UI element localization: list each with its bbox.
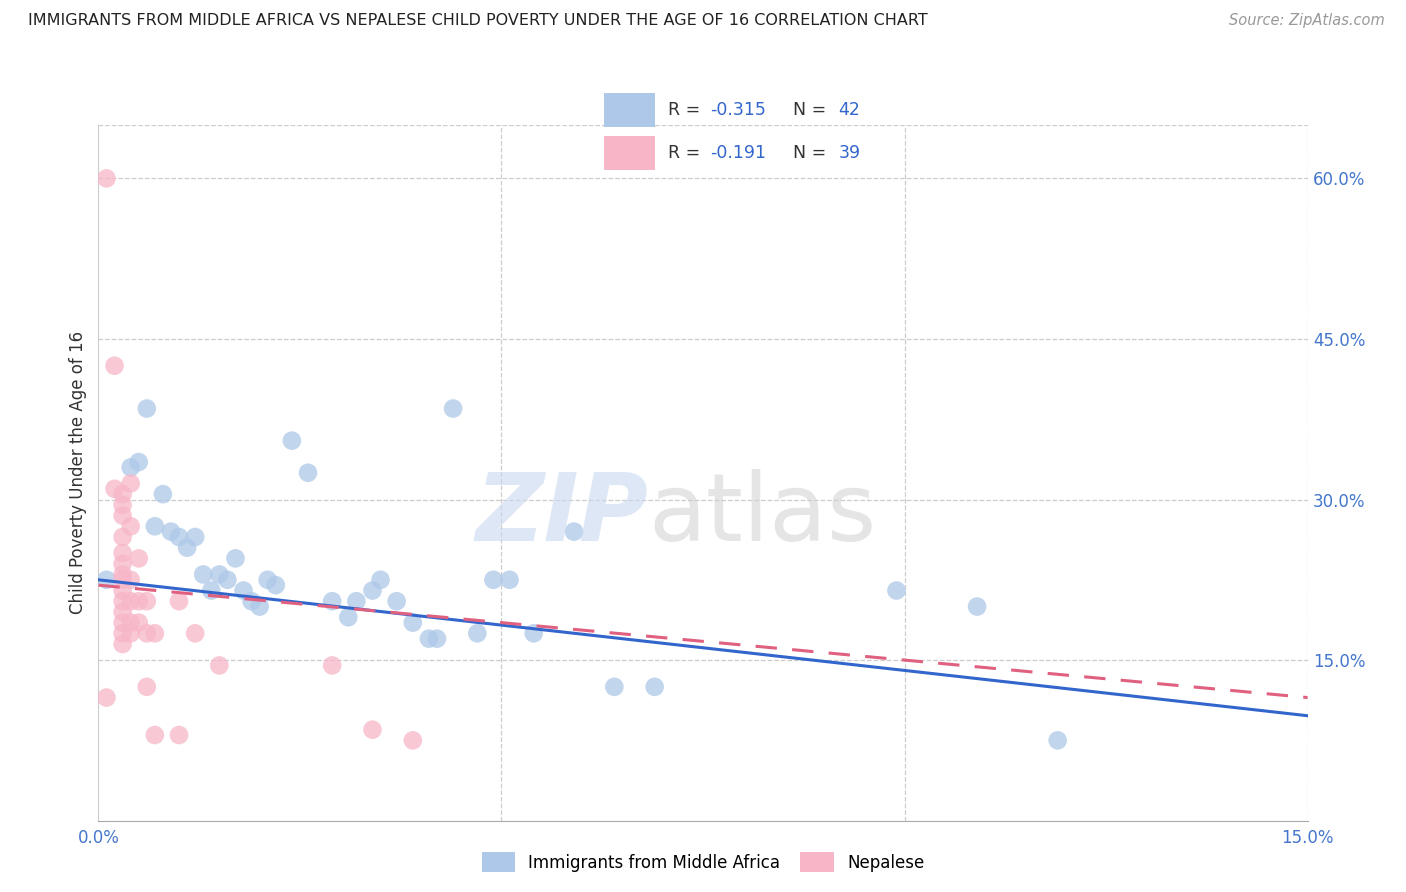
Point	[128, 594, 150, 608]
Point	[644, 680, 666, 694]
Text: atlas: atlas	[648, 468, 877, 560]
Point	[418, 632, 440, 646]
Point	[256, 573, 278, 587]
Text: 42: 42	[838, 102, 860, 120]
Point	[111, 567, 134, 582]
Point	[603, 680, 626, 694]
Point	[128, 615, 150, 630]
Point	[176, 541, 198, 555]
Point	[103, 482, 125, 496]
Point	[523, 626, 546, 640]
Point	[498, 573, 520, 587]
Point	[135, 680, 157, 694]
Point	[111, 626, 134, 640]
Point	[208, 567, 231, 582]
Point	[111, 557, 134, 571]
Bar	[605, 136, 655, 170]
Point	[111, 637, 134, 651]
Point	[402, 733, 425, 747]
Text: R =: R =	[668, 144, 706, 161]
Point	[1046, 733, 1069, 747]
Point	[135, 626, 157, 640]
Text: IMMIGRANTS FROM MIDDLE AFRICA VS NEPALESE CHILD POVERTY UNDER THE AGE OF 16 CORR: IMMIGRANTS FROM MIDDLE AFRICA VS NEPALES…	[28, 13, 928, 29]
Point	[96, 171, 118, 186]
Point	[143, 626, 166, 640]
Point	[240, 594, 263, 608]
Point	[143, 519, 166, 533]
Point	[167, 594, 190, 608]
Point	[966, 599, 988, 614]
Point	[441, 401, 464, 416]
Point	[193, 567, 215, 582]
Point	[111, 605, 134, 619]
Point	[465, 626, 488, 640]
Point	[482, 573, 505, 587]
Point	[249, 599, 271, 614]
Text: 39: 39	[838, 144, 860, 161]
Point	[217, 573, 239, 587]
Point	[562, 524, 585, 539]
Point	[224, 551, 246, 566]
Point	[111, 583, 134, 598]
Point	[426, 632, 449, 646]
Point	[321, 658, 343, 673]
Point	[370, 573, 392, 587]
Point	[96, 573, 118, 587]
Y-axis label: Child Poverty Under the Age of 16: Child Poverty Under the Age of 16	[69, 331, 87, 615]
Point	[120, 626, 142, 640]
Point	[344, 594, 367, 608]
Point	[111, 508, 134, 523]
Point	[111, 594, 134, 608]
Point	[232, 583, 254, 598]
Point	[184, 626, 207, 640]
Point	[281, 434, 304, 448]
Text: N =: N =	[793, 144, 832, 161]
Text: R =: R =	[668, 102, 706, 120]
Point	[361, 583, 384, 598]
Text: N =: N =	[793, 102, 832, 120]
Point	[120, 594, 142, 608]
Point	[111, 487, 134, 501]
Point	[208, 658, 231, 673]
Point	[120, 476, 142, 491]
Point	[385, 594, 408, 608]
Point	[264, 578, 287, 592]
Point	[120, 615, 142, 630]
Text: Source: ZipAtlas.com: Source: ZipAtlas.com	[1229, 13, 1385, 29]
Point	[297, 466, 319, 480]
Point	[120, 519, 142, 533]
Point	[96, 690, 118, 705]
Text: ZIP: ZIP	[475, 468, 648, 560]
Point	[135, 594, 157, 608]
Point	[321, 594, 343, 608]
Point	[135, 401, 157, 416]
Point	[886, 583, 908, 598]
Point	[167, 530, 190, 544]
Point	[111, 573, 134, 587]
Point	[128, 551, 150, 566]
Text: -0.191: -0.191	[710, 144, 766, 161]
Point	[200, 583, 222, 598]
Point	[337, 610, 360, 624]
Point	[111, 530, 134, 544]
Point	[111, 546, 134, 560]
Legend: Immigrants from Middle Africa, Nepalese: Immigrants from Middle Africa, Nepalese	[475, 846, 931, 879]
Point	[184, 530, 207, 544]
Point	[152, 487, 174, 501]
Point	[160, 524, 183, 539]
Point	[402, 615, 425, 630]
Text: -0.315: -0.315	[710, 102, 766, 120]
Point	[143, 728, 166, 742]
Point	[103, 359, 125, 373]
Point	[361, 723, 384, 737]
Bar	[605, 93, 655, 127]
Point	[120, 573, 142, 587]
Point	[120, 460, 142, 475]
Point	[128, 455, 150, 469]
Point	[167, 728, 190, 742]
Point	[111, 615, 134, 630]
Point	[111, 498, 134, 512]
